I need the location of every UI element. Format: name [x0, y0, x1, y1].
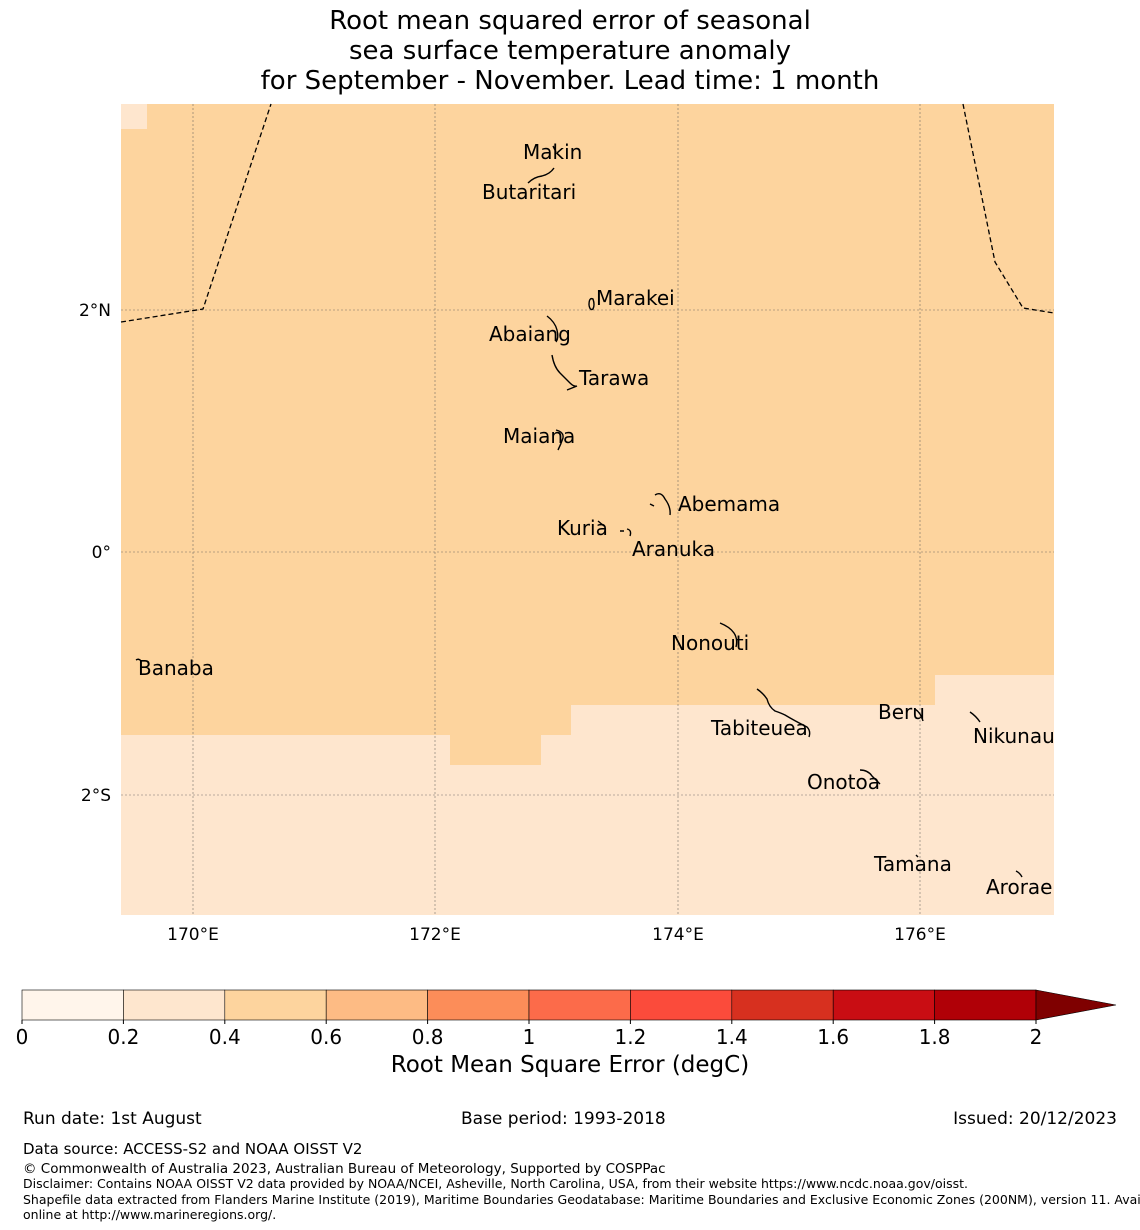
colorbar-cell — [528, 989, 631, 1021]
run-date: Run date: 1st August — [23, 1109, 202, 1129]
island-coastlines — [135, 145, 1023, 878]
title-line-3: for September - November. Lead time: 1 m… — [260, 66, 880, 96]
colorbar-tick-label: 0 — [16, 1025, 29, 1049]
map-field — [121, 104, 1054, 915]
nikunau-coast — [969, 711, 981, 723]
colorbar-tick-label: 0.4 — [209, 1025, 241, 1049]
lat-tick-labels: 2°N 0° 2°S — [79, 301, 111, 806]
colorbar-cell — [630, 989, 733, 1021]
eez-boundary-east — [962, 103, 1055, 314]
base-period: Base period: 1993-2018 — [461, 1109, 666, 1129]
lat-tick-2n: 2°N — [79, 301, 111, 321]
label-nonouti: Nonouti — [671, 631, 749, 655]
colorbar-tick-label: 1 — [523, 1025, 536, 1049]
island-labels: Makin Butaritari Marakei Abaiang Tarawa … — [138, 140, 1055, 899]
copyright: © Commonwealth of Australia 2023, Austra… — [23, 1161, 666, 1177]
colorbar-cell — [123, 989, 226, 1021]
lat-tick-0: 0° — [92, 543, 111, 563]
map-band-2-4-topleft-cell — [121, 104, 147, 129]
colorbar-cell — [427, 989, 530, 1021]
eez-boundary-west — [120, 103, 272, 323]
map-band-2-4-south-region — [121, 675, 1054, 915]
shapefile-credit-line1: Shapefile data extracted from Flanders M… — [23, 1192, 1140, 1207]
label-tamana: Tamana — [873, 852, 952, 876]
colorbar-cell — [934, 989, 1037, 1021]
abaiang-coast — [546, 315, 559, 343]
label-marakei: Marakei — [596, 286, 675, 310]
marakei-coast — [588, 297, 595, 311]
issued-date: Issued: 20/12/2023 — [953, 1109, 1117, 1129]
gridlines — [121, 104, 1054, 915]
lat-tick-2s: 2°S — [81, 786, 111, 806]
label-kuria: Kuria — [557, 516, 608, 540]
label-beru: Beru — [878, 700, 925, 724]
lon-tick-176e: 176°E — [894, 925, 946, 945]
lon-tick-172e: 172°E — [409, 925, 461, 945]
colorbar: 0 0.2 0.4 0.6 0.8 1 1.2 1.4 1.6 1.8 2 — [16, 989, 1117, 1049]
colorbar-cell — [832, 989, 935, 1021]
colorbar-tick-label: 1.6 — [817, 1025, 849, 1049]
makin-coast — [552, 145, 557, 153]
colorbar-cells — [21, 989, 1037, 1021]
colorbar-tick-label: 1.8 — [919, 1025, 951, 1049]
banaba-coast — [135, 658, 142, 662]
label-abaiang: Abaiang — [489, 322, 571, 346]
tarawa-coast — [551, 354, 578, 391]
label-banaba: Banaba — [138, 656, 214, 680]
colorbar-tick-label: 1.4 — [716, 1025, 748, 1049]
colorbar-cell — [731, 989, 834, 1021]
tamana-coast — [915, 854, 919, 858]
label-butaritari: Butaritari — [482, 180, 576, 204]
onotoa-coast — [859, 769, 881, 785]
label-aranuka: Aranuka — [632, 537, 715, 561]
lon-tick-174e: 174°E — [652, 925, 704, 945]
beru-coast — [914, 708, 924, 722]
data-source: Data source: ACCESS-S2 and NOAA OISST V2 — [23, 1140, 363, 1158]
shapefile-credit-line2: online at http://www.marineregions.org/. — [23, 1207, 277, 1222]
chart-title: Root mean squared error of seasonal sea … — [0, 6, 1140, 96]
label-abemama: Abemama — [678, 492, 780, 516]
butaritari-coast — [527, 167, 555, 184]
label-arorae: Arorae — [986, 875, 1052, 899]
colorbar-tick-label: 0.8 — [412, 1025, 444, 1049]
abemama-coast — [654, 492, 671, 516]
label-tarawa: Tarawa — [578, 366, 649, 390]
lon-tick-labels: 170°E 172°E 174°E 176°E — [167, 925, 946, 945]
label-nikunau: Nikunau — [973, 724, 1055, 748]
colorbar-tick-label: 0.2 — [107, 1025, 139, 1049]
arorae-coast — [1015, 870, 1023, 878]
colorbar-cell — [21, 989, 124, 1021]
aranuka-coast — [620, 528, 632, 537]
disclaimer: Disclaimer: Contains NOAA OISST V2 data … — [23, 1176, 968, 1191]
colorbar-cell — [325, 989, 428, 1021]
label-onotoa: Onotoa — [807, 770, 880, 794]
colorbar-tick-label: 1.2 — [614, 1025, 646, 1049]
title-line-1: Root mean squared error of seasonal — [329, 6, 811, 36]
nonouti-coast — [719, 622, 738, 648]
label-makin: Makin — [523, 140, 582, 164]
maiana-coast — [555, 429, 564, 451]
label-tabiteuea: Tabiteuea — [710, 716, 808, 740]
eez-boundaries — [120, 103, 1055, 323]
label-maiana: Maiana — [503, 424, 575, 448]
colorbar-cell — [224, 989, 327, 1021]
colorbar-title: Root Mean Square Error (degC) — [390, 1052, 750, 1078]
tabiteuea-coast — [756, 688, 811, 738]
title-line-2: sea surface temperature anomaly — [349, 36, 791, 66]
kuria-coast — [597, 520, 605, 527]
abemama-islet — [649, 503, 655, 507]
colorbar-tick-label: 2 — [1030, 1025, 1043, 1049]
colorbar-tick-label: 0.6 — [310, 1025, 342, 1049]
colorbar-extend-triangle — [1035, 989, 1117, 1021]
lon-tick-170e: 170°E — [167, 925, 219, 945]
colorbar-tick-labels: 0 0.2 0.4 0.6 0.8 1 1.2 1.4 1.6 1.8 2 — [16, 1020, 1043, 1049]
